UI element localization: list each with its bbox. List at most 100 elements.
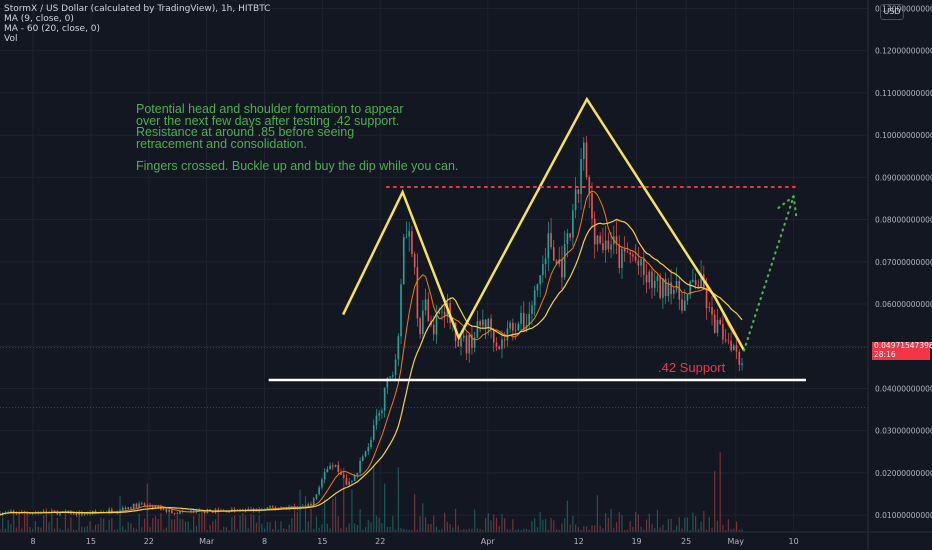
candle-body [501,339,503,349]
volume-bar [285,529,288,532]
candle-body [323,472,326,480]
volume-bar [291,518,293,532]
candle-body [435,313,438,335]
volume-bar [460,529,462,532]
volume-bar [94,524,97,532]
volume-bar [716,520,719,532]
candle-body [195,509,198,512]
candle-body [383,387,386,411]
candle-body [528,313,531,325]
candle-body [432,324,435,335]
indicator-ma9-label[interactable]: MA (9, close, 0) [4,14,74,24]
candle-body [274,507,277,509]
volume-bar [302,529,304,532]
volume-bar [400,528,402,532]
analysis-note[interactable]: Potential head and shoulder formation to… [136,103,458,173]
volume-bar [640,526,642,532]
volume-bar [299,489,301,532]
volume-bar [324,499,326,532]
volume-bar [487,513,489,532]
volume-bar [643,529,645,532]
volume-bar [255,522,258,532]
candle-body [484,319,487,329]
currency-button[interactable]: USD [880,4,904,20]
candle-body [520,312,522,324]
volume-bar [274,520,277,532]
candle-body [127,507,130,510]
volume-bar [662,524,664,532]
volume-bar [261,523,263,532]
volume-bar [373,465,375,532]
volume-bar [692,512,694,532]
candle-body [667,282,670,297]
volume-bar [509,529,511,532]
candle-body [342,474,345,478]
volume-bar [204,510,206,532]
candle-body [569,233,571,238]
x-tick-label: 10 [789,537,799,546]
volume-bar [435,526,438,532]
volume-bar [105,529,107,532]
candle-body [12,511,15,513]
indicator-ma20-label[interactable]: MA - 60 (20, close, 0) [4,24,101,34]
volume-bar [727,519,729,532]
volume-bar [512,519,514,532]
volume-bar [542,519,544,532]
candle-body [239,509,241,511]
volume-bar [602,528,604,532]
x-tick-label: 22 [144,537,154,546]
candle-body [157,506,160,508]
candle-body [411,231,413,255]
volume-bar [471,528,473,532]
volume-bar [163,529,165,532]
candle-body [539,275,541,285]
volume-bar [424,517,427,532]
volume-bar [495,517,498,532]
volume-bar [452,527,454,532]
candle-body [465,335,468,354]
volume-bar [403,528,405,532]
volume-bar [446,521,448,532]
volume-bar [566,500,569,532]
candle-body [653,280,656,288]
volume-bar [280,521,282,532]
candle-body [651,271,653,288]
candle-body [643,259,645,275]
candle-body [340,471,342,475]
volume-bar [13,511,15,532]
candle-body [673,289,675,294]
volume-bar [48,522,50,532]
y-tick-label: 0.02000000000 [875,469,932,478]
candle-body [345,477,348,485]
volume-bar [561,523,563,532]
head-and-shoulders-pattern [341,96,746,352]
candle-body [247,509,250,510]
candle-body [716,319,719,333]
candle-body [713,314,716,333]
volume-bar [258,515,260,532]
volume-bar [629,521,631,532]
candle-body [53,510,56,512]
volume-bar [684,517,686,532]
candle-body [462,335,465,338]
volume-bar [100,517,102,532]
candle-body [422,310,424,335]
indicator-volume-label[interactable]: Vol [4,34,18,44]
volume-bar [217,509,219,532]
volume-bar [138,513,140,532]
candle-body [179,510,181,514]
volume-bar [154,515,157,532]
volume-bar [67,528,69,532]
volume-bar [195,526,198,532]
volume-bar [397,467,399,532]
candle-body [408,231,410,237]
volume-bar [356,525,358,532]
x-tick-label: 8 [262,537,267,546]
support-label[interactable]: .42 Support [658,360,726,375]
candle-body [45,511,48,513]
volume-bar [585,526,588,532]
candle-body [705,288,708,309]
candle-body [151,506,154,509]
volume-bar [501,513,503,532]
